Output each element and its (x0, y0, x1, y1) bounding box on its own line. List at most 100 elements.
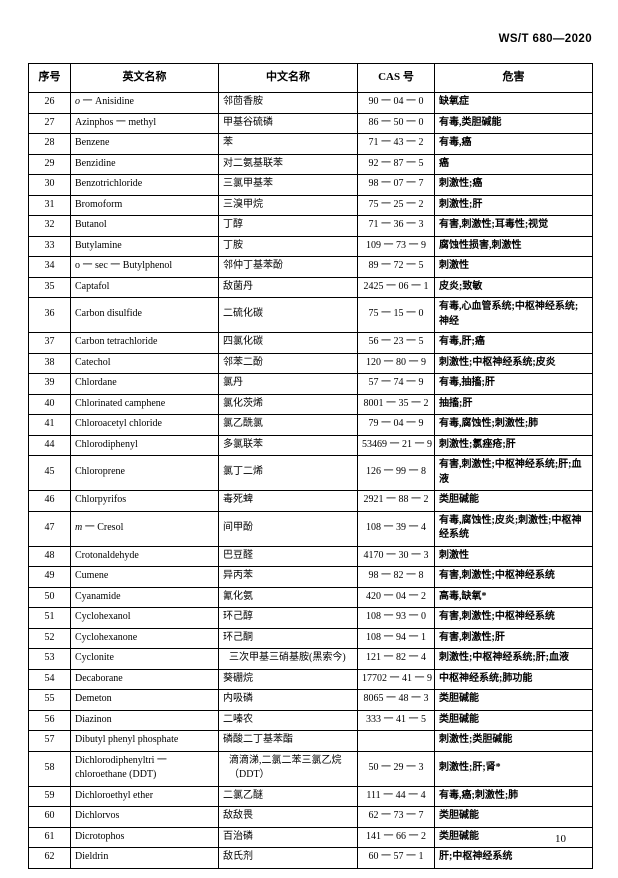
table-row: 32 Butanol 丁醇 71 一 36 一 3 有害,刺激性;耳毒性;视觉 (28, 215, 593, 237)
cell-english-name: Chloroprene (70, 455, 219, 491)
cell-english-name: Chloroacetyl chloride (70, 414, 219, 436)
table-row: 50 Cyanamide 氰化氨 420 一 04 一 2 高毒,缺氧* (28, 586, 593, 608)
table-row: 35 Captafol 敌菌丹 2425 一 06 一 1 皮炎;致敏 (28, 276, 593, 298)
cell-hazard: 有害,刺激性;肝 (434, 627, 593, 649)
cell-cas-number: 108 一 93 一 0 (357, 607, 435, 629)
cell-chinese-name: 氯化茨烯 (218, 393, 358, 415)
cell-hazard: 有害,刺激性;中枢神经系统;肝;血液 (434, 455, 593, 491)
cell-cas-number: 8065 一 48 一 3 (357, 689, 435, 711)
cell-english-name: Azinphos 一 methyl (70, 112, 219, 134)
cell-hazard: 刺激性;中枢神经系统;肝;血液 (434, 648, 593, 670)
cell-cas-number: 108 一 39 一 4 (357, 510, 435, 547)
cell-cas-number: 8001 一 35 一 2 (357, 393, 435, 415)
cell-english-name: m 一 Cresol (70, 510, 219, 547)
cell-hazard: 有毒,腐蚀性;刺激性;肺 (434, 414, 593, 436)
cell-english-name: Chlorinated camphene (70, 393, 219, 415)
cell-english-name: Dichloroethyl ether (70, 785, 219, 807)
cell-english-name: Cyanamide (70, 586, 219, 608)
cell-serial: 57 (28, 730, 71, 752)
cell-english-name: Cyclohexanone (70, 627, 219, 649)
cell-chinese-name: 三溴甲烷 (218, 194, 358, 216)
cell-serial: 27 (28, 112, 71, 134)
cell-hazard: 有毒,心血管系统;中枢神经系统;神经 (434, 297, 593, 333)
cell-cas-number: 75 一 15 一 0 (357, 297, 435, 333)
cell-cas-number: 98 一 07 一 7 (357, 174, 435, 196)
cell-serial: 37 (28, 332, 71, 354)
cell-cas-number: 79 一 04 一 9 (357, 414, 435, 436)
cell-cas-number: 420 一 04 一 2 (357, 586, 435, 608)
cell-hazard: 有毒,肝;癌 (434, 332, 593, 354)
cell-hazard: 腐蚀性损害,刺激性 (434, 235, 593, 257)
cell-hazard: 刺激性;氯痤疮;肝 (434, 434, 593, 456)
cell-serial: 49 (28, 566, 71, 588)
cell-serial: 52 (28, 627, 71, 649)
cell-cas-number: 2921 一 88 一 2 (357, 490, 435, 512)
cell-hazard: 类胆碱能 (434, 806, 593, 828)
cell-cas-number: 126 一 99 一 8 (357, 455, 435, 491)
cell-cas-number: 60 一 57 一 1 (357, 847, 435, 869)
table-row: 46 Chlorpyrifos 毒死蜱 2921 一 88 一 2 类胆碱能 (28, 490, 593, 512)
cell-cas-number: 57 一 74 一 9 (357, 373, 435, 395)
cell-chinese-name: 苯 (218, 133, 358, 155)
cell-english-name: o 一 Anisidine (70, 92, 219, 114)
cell-hazard: 类胆碱能 (434, 709, 593, 731)
cell-chinese-name: 氯丹 (218, 373, 358, 395)
table-row: 55 Demeton 内吸磷 8065 一 48 一 3 类胆碱能 (28, 689, 593, 711)
table-row: 57 Dibutyl phenyl phosphate 磷酸二丁基苯酯 刺激性;类胆碱… (28, 730, 593, 752)
cell-english-name: Dichlorodiphenyltri 一 chloroethane (DDT) (70, 750, 219, 787)
cell-serial: 48 (28, 545, 71, 567)
cell-chinese-name: 氰化氨 (218, 586, 358, 608)
cell-chinese-name: 丁醇 (218, 215, 358, 237)
cell-hazard: 刺激性;类胆碱能 (434, 730, 593, 752)
cell-hazard: 有毒,癌 (434, 133, 593, 155)
cell-cas-number: 98 一 82 一 8 (357, 566, 435, 588)
table-row: 54 Decaborane 葵硼烷 17702 一 41 一 9 中枢神经系统;肺功能 (28, 668, 593, 690)
cell-chinese-name: 敌敌畏 (218, 806, 358, 828)
cell-english-name: Diazinon (70, 709, 219, 731)
cell-hazard: 有害,刺激性;中枢神经系统 (434, 566, 593, 588)
cell-serial: 28 (28, 133, 71, 155)
cell-cas-number: 62 一 73 一 7 (357, 806, 435, 828)
cell-hazard: 有毒,腐蚀性;皮炎;刺激性;中枢神经系统 (434, 510, 593, 547)
cell-chinese-name: 敌氏剂 (218, 847, 358, 869)
cell-hazard: 有害,刺激性;中枢神经系统 (434, 607, 593, 629)
cell-serial: 55 (28, 689, 71, 711)
cell-hazard: 癌 (434, 153, 593, 175)
cell-serial: 61 (28, 826, 71, 848)
column-header-serial: 序号 (28, 63, 71, 93)
cell-serial: 51 (28, 607, 71, 629)
cell-serial: 39 (28, 373, 71, 395)
table-row: 51 Cyclohexanol 环己醇 108 一 93 一 0 有害,刺激性;中枢神经… (28, 607, 593, 629)
cell-chinese-name: 百治磷 (218, 826, 358, 848)
cell-cas-number: 109 一 73 一 9 (357, 235, 435, 257)
cell-chinese-name: 多氯联苯 (218, 434, 358, 456)
cell-hazard: 高毒,缺氧* (434, 586, 593, 608)
cell-english-name: Carbon disulfide (70, 297, 219, 333)
cell-chinese-name: 对二氨基联苯 (218, 153, 358, 175)
cell-cas-number: 50 一 29 一 3 (357, 750, 435, 787)
hazard-table-container: 序号 英文名称 中文名称 CAS 号 危害 26 o 一 Anisidine 邻茴香… (28, 63, 593, 869)
cell-chinese-name: 丁胺 (218, 235, 358, 257)
cell-serial: 35 (28, 276, 71, 298)
cell-english-name: Carbon tetrachloride (70, 332, 219, 354)
cell-english-name: Demeton (70, 689, 219, 711)
cell-serial: 60 (28, 806, 71, 828)
cell-cas-number: 108 一 94 一 1 (357, 627, 435, 649)
cell-hazard: 有毒,类胆碱能 (434, 112, 593, 134)
cell-chinese-name: 环己酮 (218, 627, 358, 649)
cell-chinese-name: 三氯甲基苯 (218, 174, 358, 196)
cell-cas-number: 71 一 36 一 3 (357, 215, 435, 237)
cell-serial: 29 (28, 153, 71, 175)
column-header-hazard: 危害 (434, 63, 593, 93)
cell-cas-number: 92 一 87 一 5 (357, 153, 435, 175)
cell-hazard: 类胆碱能 (434, 689, 593, 711)
cell-serial: 34 (28, 256, 71, 278)
cell-cas-number: 17702 一 41 一 9 (357, 668, 435, 690)
table-row: 44 Chlorodiphenyl 多氯联苯 53469 一 21 一 9 刺激性;氯痤… (28, 434, 593, 456)
cell-serial: 33 (28, 235, 71, 257)
cell-cas-number: 53469 一 21 一 9 (357, 434, 435, 456)
cell-chinese-name: 毒死蜱 (218, 490, 358, 512)
cell-chinese-name: 内吸磷 (218, 689, 358, 711)
